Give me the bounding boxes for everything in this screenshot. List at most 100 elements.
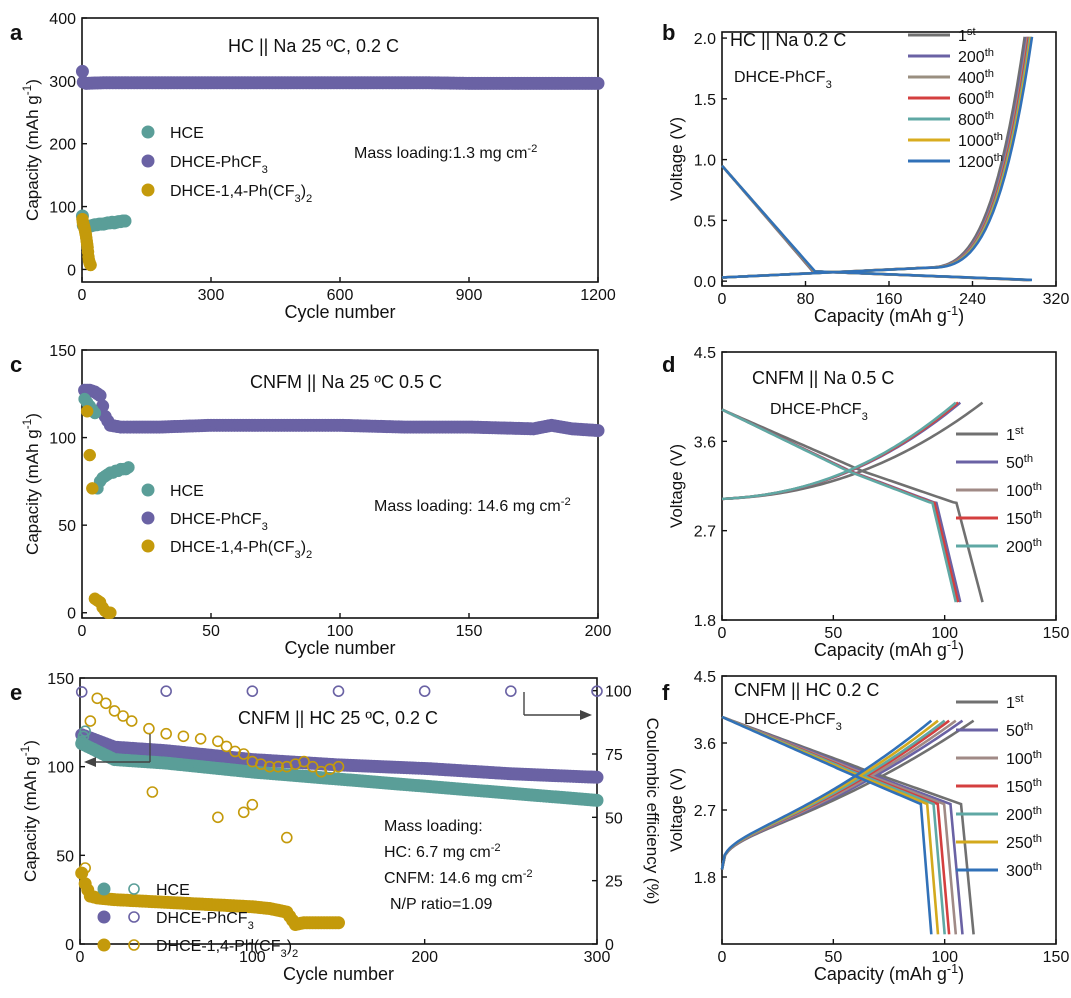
legend-label: 200th bbox=[1006, 537, 1042, 556]
y-tick-label: 400 bbox=[49, 11, 76, 28]
plot-frame bbox=[79, 677, 598, 945]
panel-letter: f bbox=[662, 680, 670, 705]
data-point-open bbox=[146, 786, 159, 798]
y-tick-label: 3.6 bbox=[694, 434, 716, 451]
legend-marker bbox=[97, 882, 111, 896]
data-point-open bbox=[505, 685, 517, 697]
data-point-open bbox=[177, 730, 190, 743]
y-right-axis-label: Coulombic efficiency (%) bbox=[643, 718, 662, 905]
x-tick-label: 50 bbox=[824, 949, 842, 966]
annotation-line: Mass loading: bbox=[384, 818, 483, 835]
y-axis-label: Voltage (V) bbox=[667, 117, 686, 201]
x-tick-label: 160 bbox=[876, 291, 903, 308]
x-tick-label: 0 bbox=[718, 625, 727, 642]
data-point-open bbox=[117, 710, 129, 722]
discharge-curve bbox=[721, 715, 946, 935]
legend-marker bbox=[141, 125, 155, 139]
y-tick-label: 50 bbox=[56, 848, 74, 865]
legend-label: 300th bbox=[1006, 861, 1042, 880]
data-point bbox=[590, 793, 604, 807]
data-point-open bbox=[246, 798, 259, 811]
panel-letter: c bbox=[10, 352, 22, 377]
panel-letter: a bbox=[10, 20, 23, 45]
annotation: Mass loading: 14.6 mg cm-2 bbox=[374, 496, 571, 515]
legend-label: DHCE-1,4-Ph(CF3)2 bbox=[170, 183, 312, 205]
y-axis-label: Voltage (V) bbox=[667, 444, 686, 528]
y-tick-label: 0.0 bbox=[694, 274, 716, 291]
legend-label: DHCE-PhCF3 bbox=[170, 511, 268, 533]
x-tick-label: 240 bbox=[959, 291, 986, 308]
y-tick-label: 200 bbox=[49, 137, 76, 154]
data-point-open bbox=[332, 760, 345, 773]
panel-d: 0 50 100 150 1.8 2.7 3.6 4.5 Capacity (mAh g-1) V… bbox=[662, 345, 1069, 660]
y-tick-label: 0.5 bbox=[694, 213, 716, 230]
x-tick-label: 0 bbox=[76, 949, 85, 966]
x-tick-label: 320 bbox=[1043, 291, 1070, 308]
y-right-tick-label: 75 bbox=[605, 747, 623, 764]
legend-label: 1st bbox=[1006, 693, 1025, 712]
data-point-open bbox=[75, 686, 88, 698]
x-tick-label: 100 bbox=[239, 949, 266, 966]
y-tick-label: 0 bbox=[67, 606, 76, 623]
arrow-head-left-icon bbox=[84, 757, 96, 767]
x-tick-label: 600 bbox=[327, 287, 354, 304]
data-point-open bbox=[212, 811, 224, 824]
y-right-tick-label: 50 bbox=[605, 810, 623, 827]
data-point-open bbox=[84, 715, 97, 727]
x-tick-label: 100 bbox=[931, 625, 958, 642]
data-point bbox=[332, 916, 345, 930]
data-point-open bbox=[246, 685, 259, 697]
y-tick-label: 150 bbox=[47, 671, 74, 688]
legend-label: HCE bbox=[170, 483, 204, 500]
discharge-curve bbox=[721, 164, 1025, 282]
legend-label: 1200th bbox=[958, 152, 1003, 171]
x-tick-label: 900 bbox=[456, 287, 483, 304]
chart-subtitle: DHCE-PhCF3 bbox=[734, 69, 832, 91]
legend-label: 150th bbox=[1006, 509, 1042, 528]
data-point-open bbox=[272, 760, 284, 773]
x-tick-label: 80 bbox=[797, 291, 815, 308]
data-point-open bbox=[237, 748, 250, 760]
data-point-open bbox=[143, 722, 155, 735]
chart-title: CNFM || Na 25 ºC 0.5 C bbox=[250, 372, 442, 392]
x-tick-label: 200 bbox=[411, 949, 438, 966]
legend-marker-open bbox=[128, 883, 140, 895]
y-axis-label: Capacity (mAh g-1) bbox=[20, 79, 42, 221]
charge-curve bbox=[721, 401, 957, 501]
y-tick-label: 1.5 bbox=[694, 92, 716, 109]
data-point-open bbox=[194, 732, 207, 745]
y-tick-label: 100 bbox=[49, 200, 76, 217]
y-tick-label: 0 bbox=[67, 262, 76, 279]
legend-marker bbox=[141, 183, 155, 197]
legend-label: 1000th bbox=[958, 131, 1003, 150]
data-point-open bbox=[220, 740, 233, 753]
x-tick-label: 300 bbox=[198, 287, 225, 304]
data-point-open bbox=[100, 697, 112, 710]
x-tick-label: 0 bbox=[718, 949, 727, 966]
y-tick-label: 1.8 bbox=[694, 613, 716, 630]
x-axis-label: Cycle number bbox=[284, 302, 395, 322]
x-tick-label: 150 bbox=[1043, 625, 1070, 642]
data-point bbox=[75, 64, 89, 78]
legend-label: HCE bbox=[156, 882, 190, 899]
y-tick-label: 4.5 bbox=[694, 669, 716, 686]
legend-label: HCE bbox=[170, 125, 204, 142]
legend-label: 600th bbox=[958, 89, 994, 108]
legend-label: 1st bbox=[958, 26, 977, 45]
legend-marker bbox=[141, 154, 155, 168]
data-point bbox=[80, 405, 94, 418]
y-tick-label: 3.6 bbox=[694, 736, 716, 753]
legend-label: DHCE-PhCF3 bbox=[156, 910, 254, 932]
annotation-line: HC: 6.7 mg cm-2 bbox=[384, 842, 501, 861]
panel-c: 0 50 100 150 200 0 50 100 150 Cycle number Capacit… bbox=[10, 343, 611, 658]
legend-label: 50th bbox=[1006, 721, 1033, 740]
chart-title: CNFM || HC 25 ºC, 0.2 C bbox=[238, 708, 438, 728]
y-tick-label: 1.0 bbox=[694, 153, 716, 170]
data-point bbox=[104, 606, 117, 619]
chart-title: CNFM || HC 0.2 C bbox=[734, 680, 879, 700]
legend-marker bbox=[97, 938, 111, 952]
discharge-curve bbox=[721, 164, 1033, 282]
data-point-open bbox=[237, 806, 250, 819]
y-tick-label: 0 bbox=[65, 937, 74, 954]
data-point-open bbox=[306, 760, 319, 773]
